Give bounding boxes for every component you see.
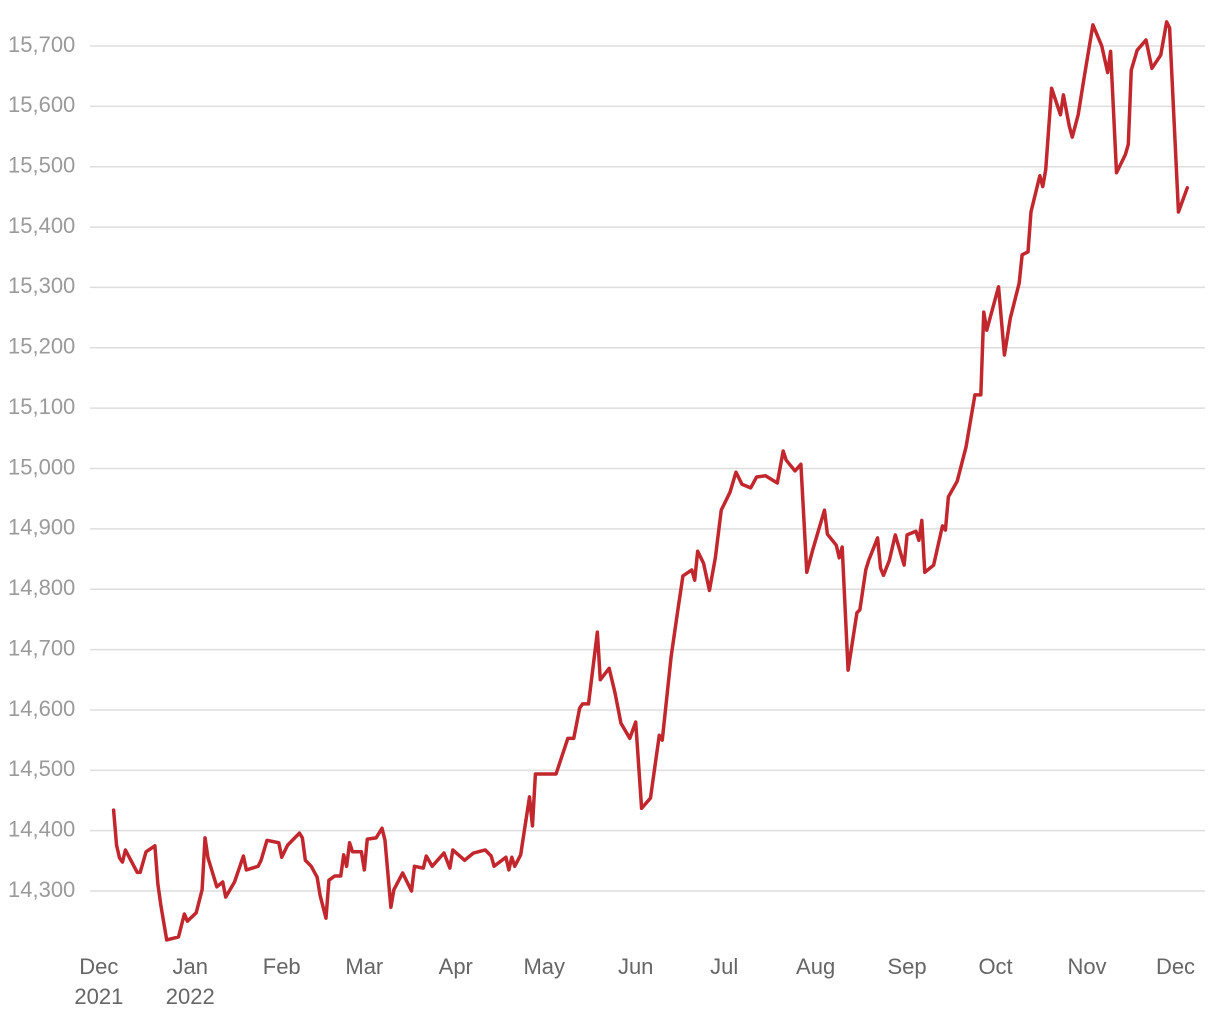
y-tick-label: 15,700: [8, 32, 75, 57]
y-tick-label: 14,600: [8, 696, 75, 721]
x-tick-label: Dec 2021: [74, 954, 124, 1009]
y-tick-label: 15,300: [8, 273, 75, 298]
data-line: [111, 20, 1190, 942]
x-tick-label: May: [523, 954, 566, 979]
y-tick-label: 14,400: [8, 816, 75, 841]
y-tick-label: 15,600: [8, 92, 75, 117]
x-tick-label: Sep: [887, 954, 927, 979]
x-tick-label: Feb: [262, 954, 301, 979]
x-tick-label: Apr: [438, 954, 473, 979]
y-tick-label: 14,300: [8, 877, 75, 902]
y-tick-label: 14,900: [8, 515, 75, 540]
x-tick-label: Mar: [345, 954, 384, 979]
y-tick-label: 14,700: [8, 635, 75, 660]
y-tick-label: 15,200: [8, 334, 75, 359]
x-tick-label: Dec: [1155, 954, 1196, 979]
y-tick-label: 15,100: [8, 394, 75, 419]
x-tick-label: Jan 2022: [165, 954, 215, 1009]
y-tick-label: 15,500: [8, 153, 75, 178]
x-tick-label: Jun: [617, 954, 654, 979]
x-tick-label: Nov: [1067, 954, 1107, 979]
y-tick-label: 15,000: [8, 454, 75, 479]
y-tick-label: 14,500: [8, 756, 75, 781]
y-tick-label: 14,800: [8, 575, 75, 600]
y-tick-label: 15,400: [8, 213, 75, 238]
x-tick-label: Jul: [710, 954, 739, 979]
x-tick-label: Oct: [978, 954, 1013, 979]
x-tick-label: Aug: [796, 954, 836, 979]
